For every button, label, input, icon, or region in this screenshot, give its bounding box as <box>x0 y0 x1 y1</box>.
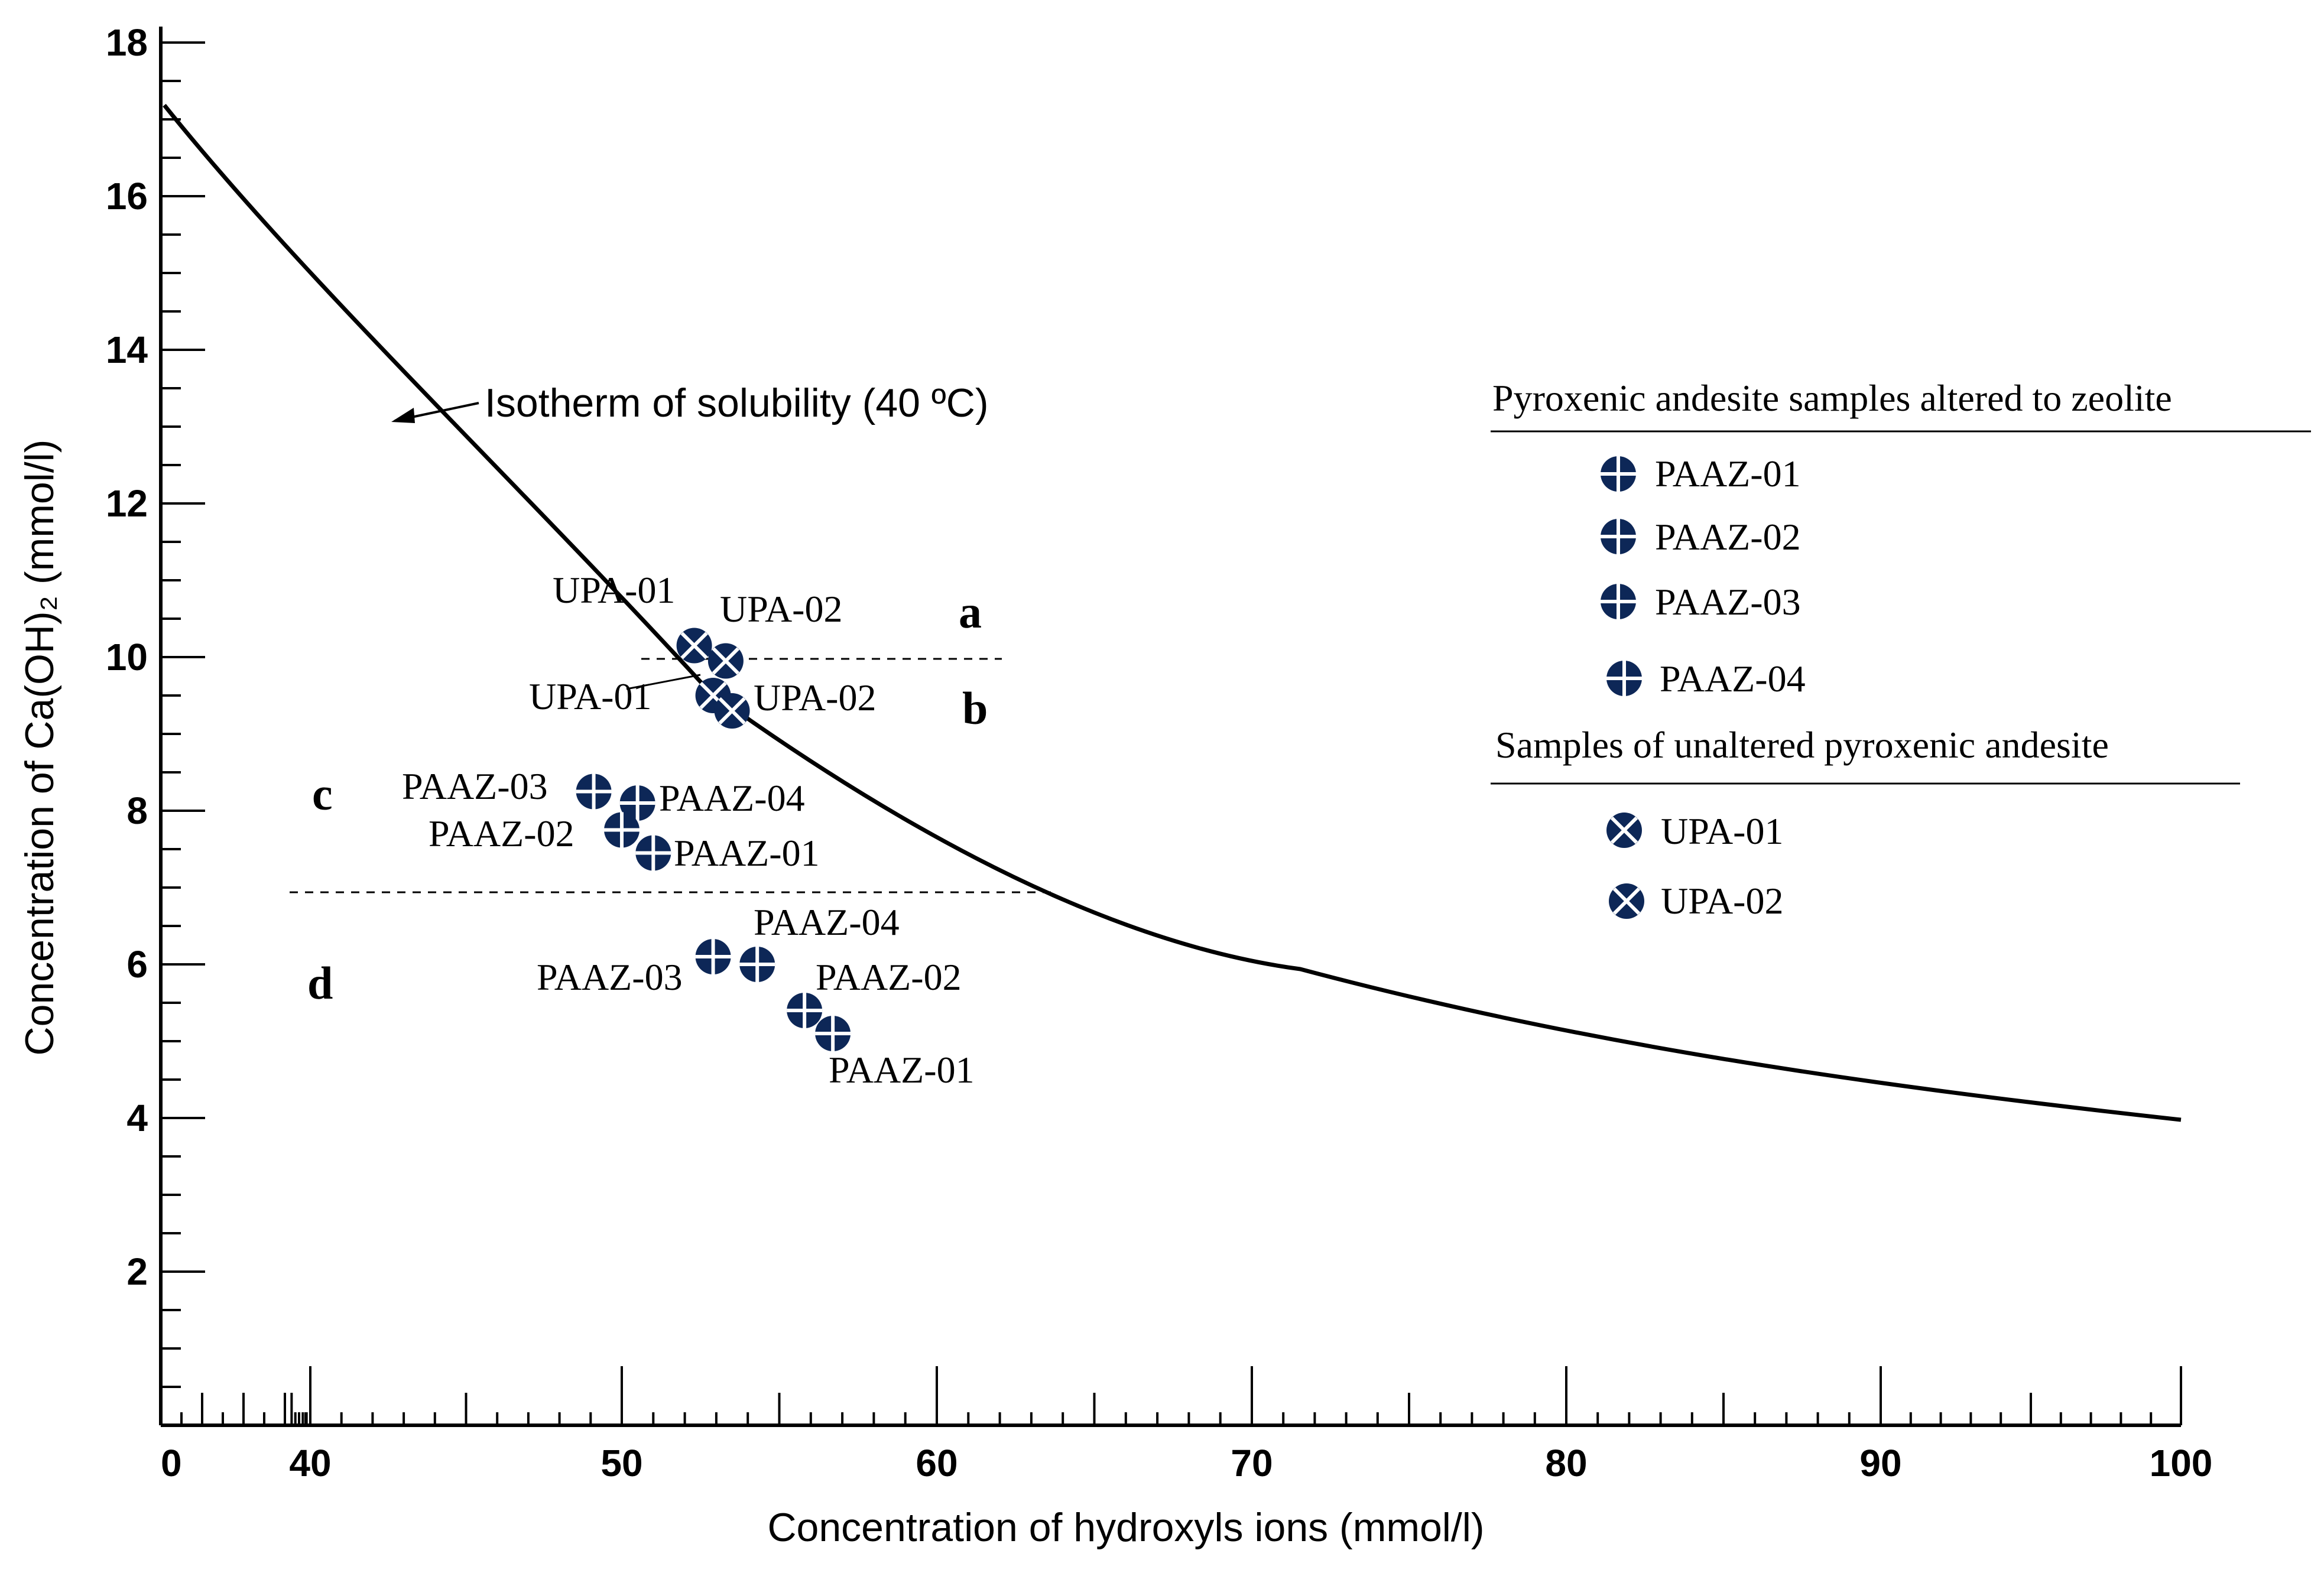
legend-item-label: PAAZ-02 <box>1655 516 1801 558</box>
legend-marker <box>1606 661 1642 696</box>
y-tick-label: 18 <box>106 21 148 64</box>
point-label: UPA-01 <box>529 675 651 717</box>
y-tick-label: 4 <box>126 1097 148 1139</box>
legend-marker <box>1601 456 1636 492</box>
legend-marker <box>1601 519 1636 554</box>
region-label-d: d <box>307 957 333 1009</box>
legend-heading-unaltered: Samples of unaltered pyroxenic andesite <box>1495 724 2109 766</box>
data-point <box>739 947 775 982</box>
y-tick-label: 2 <box>126 1250 148 1293</box>
data-point <box>815 1016 851 1051</box>
data-point <box>707 643 744 679</box>
legend-item-label: PAAZ-04 <box>1660 658 1806 700</box>
data-point <box>619 785 655 821</box>
x-ticks <box>180 1366 2182 1425</box>
marker-cross <box>718 697 746 725</box>
region-label-b: b <box>962 682 988 734</box>
legend-marker <box>1601 584 1636 619</box>
isotherm-annotation: Isotherm of solubility (40 ºC) <box>485 381 988 425</box>
data-point <box>576 774 612 810</box>
x-axis-title: Concentration of hydroxyls ions (mmol/l) <box>767 1505 1484 1550</box>
legend-marker <box>1609 883 1644 919</box>
point-label: PAAZ-04 <box>754 901 900 943</box>
isotherm-curve <box>163 103 2182 1122</box>
marker-cross <box>1612 887 1641 915</box>
x-tick-label: 80 <box>1545 1442 1587 1484</box>
point-label: PAAZ-02 <box>429 812 574 854</box>
y-tick-label: 12 <box>106 482 148 525</box>
legend-item-label: UPA-01 <box>1661 810 1783 852</box>
point-label: UPA-02 <box>754 677 876 719</box>
data-point <box>787 993 823 1028</box>
y-tick-label: 10 <box>106 636 148 678</box>
y-ticks <box>161 41 205 1388</box>
y-tick-labels: 2 4 6 8 10 12 14 16 18 <box>106 21 148 1293</box>
y-tick-label: 8 <box>126 789 148 832</box>
x-tick-label: 50 <box>601 1442 642 1484</box>
x-tick-label: 90 <box>1859 1442 1901 1484</box>
y-tick-label: 6 <box>126 943 148 986</box>
x-tick-label: 40 <box>289 1442 331 1484</box>
point-label: PAAZ-02 <box>816 956 962 998</box>
point-label: UPA-01 <box>553 569 675 611</box>
region-label-a: a <box>959 586 982 638</box>
point-label: PAAZ-03 <box>402 765 548 807</box>
data-points <box>576 628 851 1051</box>
legend-markers <box>1601 456 1644 919</box>
legend-item-label: PAAZ-03 <box>1655 581 1801 623</box>
marker-cross <box>680 632 708 659</box>
x-tick-label: 0 <box>161 1442 182 1484</box>
x-tick-label: 60 <box>916 1442 957 1484</box>
leader-upa-01 <box>626 674 701 690</box>
data-point <box>635 835 671 871</box>
point-label: UPA-02 <box>720 588 842 630</box>
legend-marker <box>1606 812 1642 848</box>
x-tick-labels: 0 40 50 60 70 80 90 100 <box>161 1442 2212 1484</box>
marker-cross <box>699 681 727 710</box>
point-label: PAAZ-01 <box>829 1049 975 1091</box>
legend: Pyroxenic andesite samples altered to ze… <box>1491 377 2311 922</box>
point-label: PAAZ-03 <box>537 956 683 998</box>
y-axis-title: Concentration of Ca(OH)₂ (mmol/l) <box>17 440 62 1056</box>
marker-cross <box>1610 816 1638 844</box>
region-label-c: c <box>312 768 333 820</box>
data-point <box>604 812 640 848</box>
x-tick-label: 100 <box>2150 1442 2213 1484</box>
annotation-arrow-head <box>391 408 415 423</box>
data-point <box>714 693 750 729</box>
y-tick-label: 16 <box>106 175 148 217</box>
legend-item-label: UPA-02 <box>1661 880 1783 922</box>
y-tick-label: 14 <box>106 329 148 371</box>
point-label: PAAZ-04 <box>659 777 805 819</box>
x-tick-label: 70 <box>1231 1442 1273 1484</box>
data-point <box>676 628 712 664</box>
point-labels: UPA-01 UPA-02 UPA-01 UPA-02 PAAZ-03 PAAZ… <box>402 569 975 1091</box>
point-label: PAAZ-01 <box>674 832 820 874</box>
legend-item-label: PAAZ-01 <box>1655 453 1801 495</box>
legend-heading-zeolite: Pyroxenic andesite samples altered to ze… <box>1492 377 2172 419</box>
marker-cross <box>712 647 740 675</box>
data-point <box>695 939 731 974</box>
